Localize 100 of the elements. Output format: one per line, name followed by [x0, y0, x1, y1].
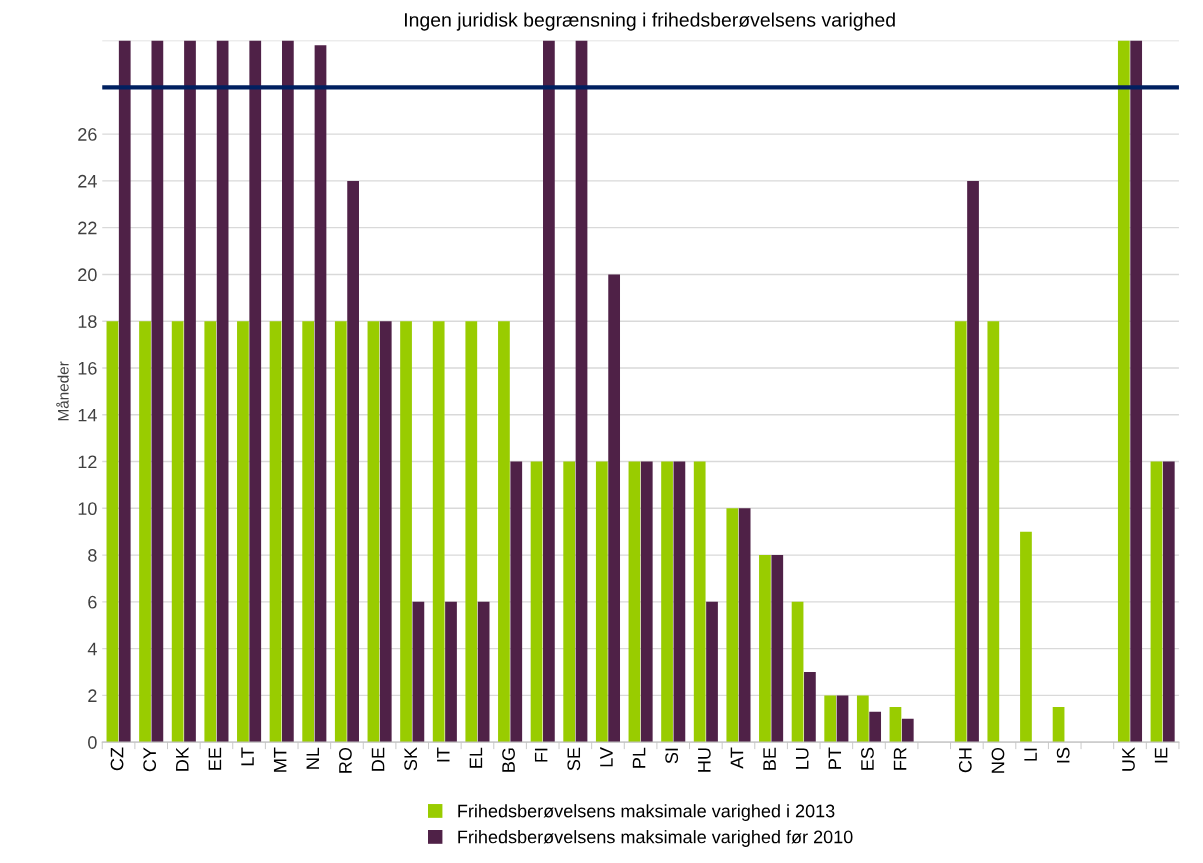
- bar: [498, 321, 510, 743]
- x-tick-label: IS: [1056, 747, 1070, 763]
- bar: [640, 461, 653, 743]
- bar: [139, 321, 151, 743]
- bar: [661, 461, 673, 743]
- x-tick-label: LU: [795, 748, 809, 769]
- bar: [118, 40, 131, 743]
- bar: [1052, 707, 1065, 743]
- bar: [693, 461, 706, 743]
- x-tick-label: RO: [339, 747, 352, 773]
- legend-label: Frihedsberøvelsens maksimale varighed før 2010: [458, 830, 853, 847]
- bar: [379, 321, 392, 743]
- x-tick-label: CZ: [110, 747, 124, 771]
- x-tick-label: PT: [828, 747, 842, 769]
- bar: [771, 555, 784, 743]
- bar: [901, 718, 914, 743]
- bar: [432, 321, 445, 743]
- bar: [269, 321, 282, 743]
- x-tick-label: HU: [698, 748, 711, 772]
- bar: [249, 40, 262, 743]
- bar: [367, 321, 380, 743]
- bar: [400, 321, 412, 743]
- bar: [987, 321, 1000, 743]
- bar: [171, 321, 184, 743]
- y-tick-label: 18: [78, 315, 97, 328]
- x-tick-label: NL: [306, 747, 319, 769]
- bar: [804, 672, 816, 743]
- y-tick-label: 10: [78, 502, 97, 516]
- x-tick-label: DK: [176, 747, 189, 771]
- y-tick-label: 14: [78, 408, 97, 422]
- x-tick-label: SK: [404, 747, 418, 771]
- bar: [216, 40, 229, 743]
- bar: [608, 274, 621, 743]
- bar: [412, 601, 425, 743]
- bar: [184, 40, 196, 743]
- x-tick-label: FR: [893, 747, 907, 770]
- bar: [204, 321, 217, 743]
- bar: [869, 711, 882, 743]
- y-tick-label: 22: [78, 221, 97, 235]
- bar: [1117, 40, 1130, 743]
- x-tick-label: AT: [730, 747, 744, 769]
- y-tick-label: 24: [78, 174, 97, 188]
- bar: [1162, 461, 1175, 743]
- bar: [628, 461, 641, 743]
- legend-label: Frihedsberøvelsens maksimale varighed i 2013: [458, 804, 835, 821]
- bar: [347, 180, 359, 743]
- bar: [889, 707, 902, 743]
- x-tick-label: MT: [273, 747, 287, 772]
- x-tick-label: LT: [241, 747, 254, 766]
- bar: [967, 180, 979, 743]
- x-tick-label: PL: [632, 747, 646, 768]
- x-tick-label: NO: [991, 747, 1005, 773]
- x-tick-label: IT: [437, 747, 450, 762]
- bar: [726, 508, 739, 743]
- x-tick-label: IE: [1154, 747, 1168, 763]
- bar: [302, 321, 315, 743]
- x-tick-label: LI: [1024, 748, 1037, 761]
- bar: [595, 461, 608, 743]
- x-tick-label: FI: [534, 748, 548, 762]
- y-tick-label: 8: [88, 549, 97, 562]
- y-tick-label: 0: [88, 736, 97, 749]
- bar: [954, 321, 967, 743]
- x-tick-label: LV: [600, 747, 613, 767]
- x-tick-label: EL: [469, 747, 483, 768]
- bar: [237, 321, 249, 743]
- x-tick-label: UK: [1122, 747, 1135, 771]
- bar: [673, 461, 686, 743]
- x-tick-label: BE: [763, 747, 776, 770]
- bar: [510, 461, 523, 743]
- bar: [706, 601, 718, 743]
- y-tick-label: 6: [88, 595, 97, 609]
- bar: [465, 321, 478, 743]
- y-tick-label: 2: [88, 689, 97, 702]
- bar: [445, 601, 457, 743]
- bar: [151, 40, 164, 743]
- chart-title: Ingen juridisk begrænsning i frihedsberøvelsens varighed: [405, 12, 895, 31]
- bar: [543, 40, 555, 743]
- x-tick-label: SE: [567, 747, 581, 771]
- y-tick-label: 12: [78, 455, 97, 469]
- y-tick-label: 4: [87, 642, 97, 656]
- y-tick-label: 20: [78, 268, 97, 282]
- bar: [575, 40, 588, 743]
- bar: [836, 695, 849, 743]
- bar: [282, 40, 294, 743]
- x-tick-label: BG: [502, 748, 515, 772]
- y-tick-label: 16: [78, 361, 97, 375]
- x-tick-label: EE: [208, 747, 222, 770]
- x-tick-label: DE: [371, 747, 385, 771]
- bar: [738, 508, 751, 743]
- bar: [791, 601, 804, 743]
- bar: [314, 45, 327, 743]
- bar: [824, 695, 837, 743]
- y-axis-title: Måneder: [56, 361, 69, 421]
- x-tick-label: SI: [665, 748, 679, 764]
- bar: [563, 461, 576, 743]
- bar: [1020, 531, 1032, 743]
- bar: [530, 461, 543, 743]
- bar: [856, 695, 869, 743]
- x-tick-label: CY: [143, 747, 157, 772]
- x-tick-label: CH: [958, 748, 972, 773]
